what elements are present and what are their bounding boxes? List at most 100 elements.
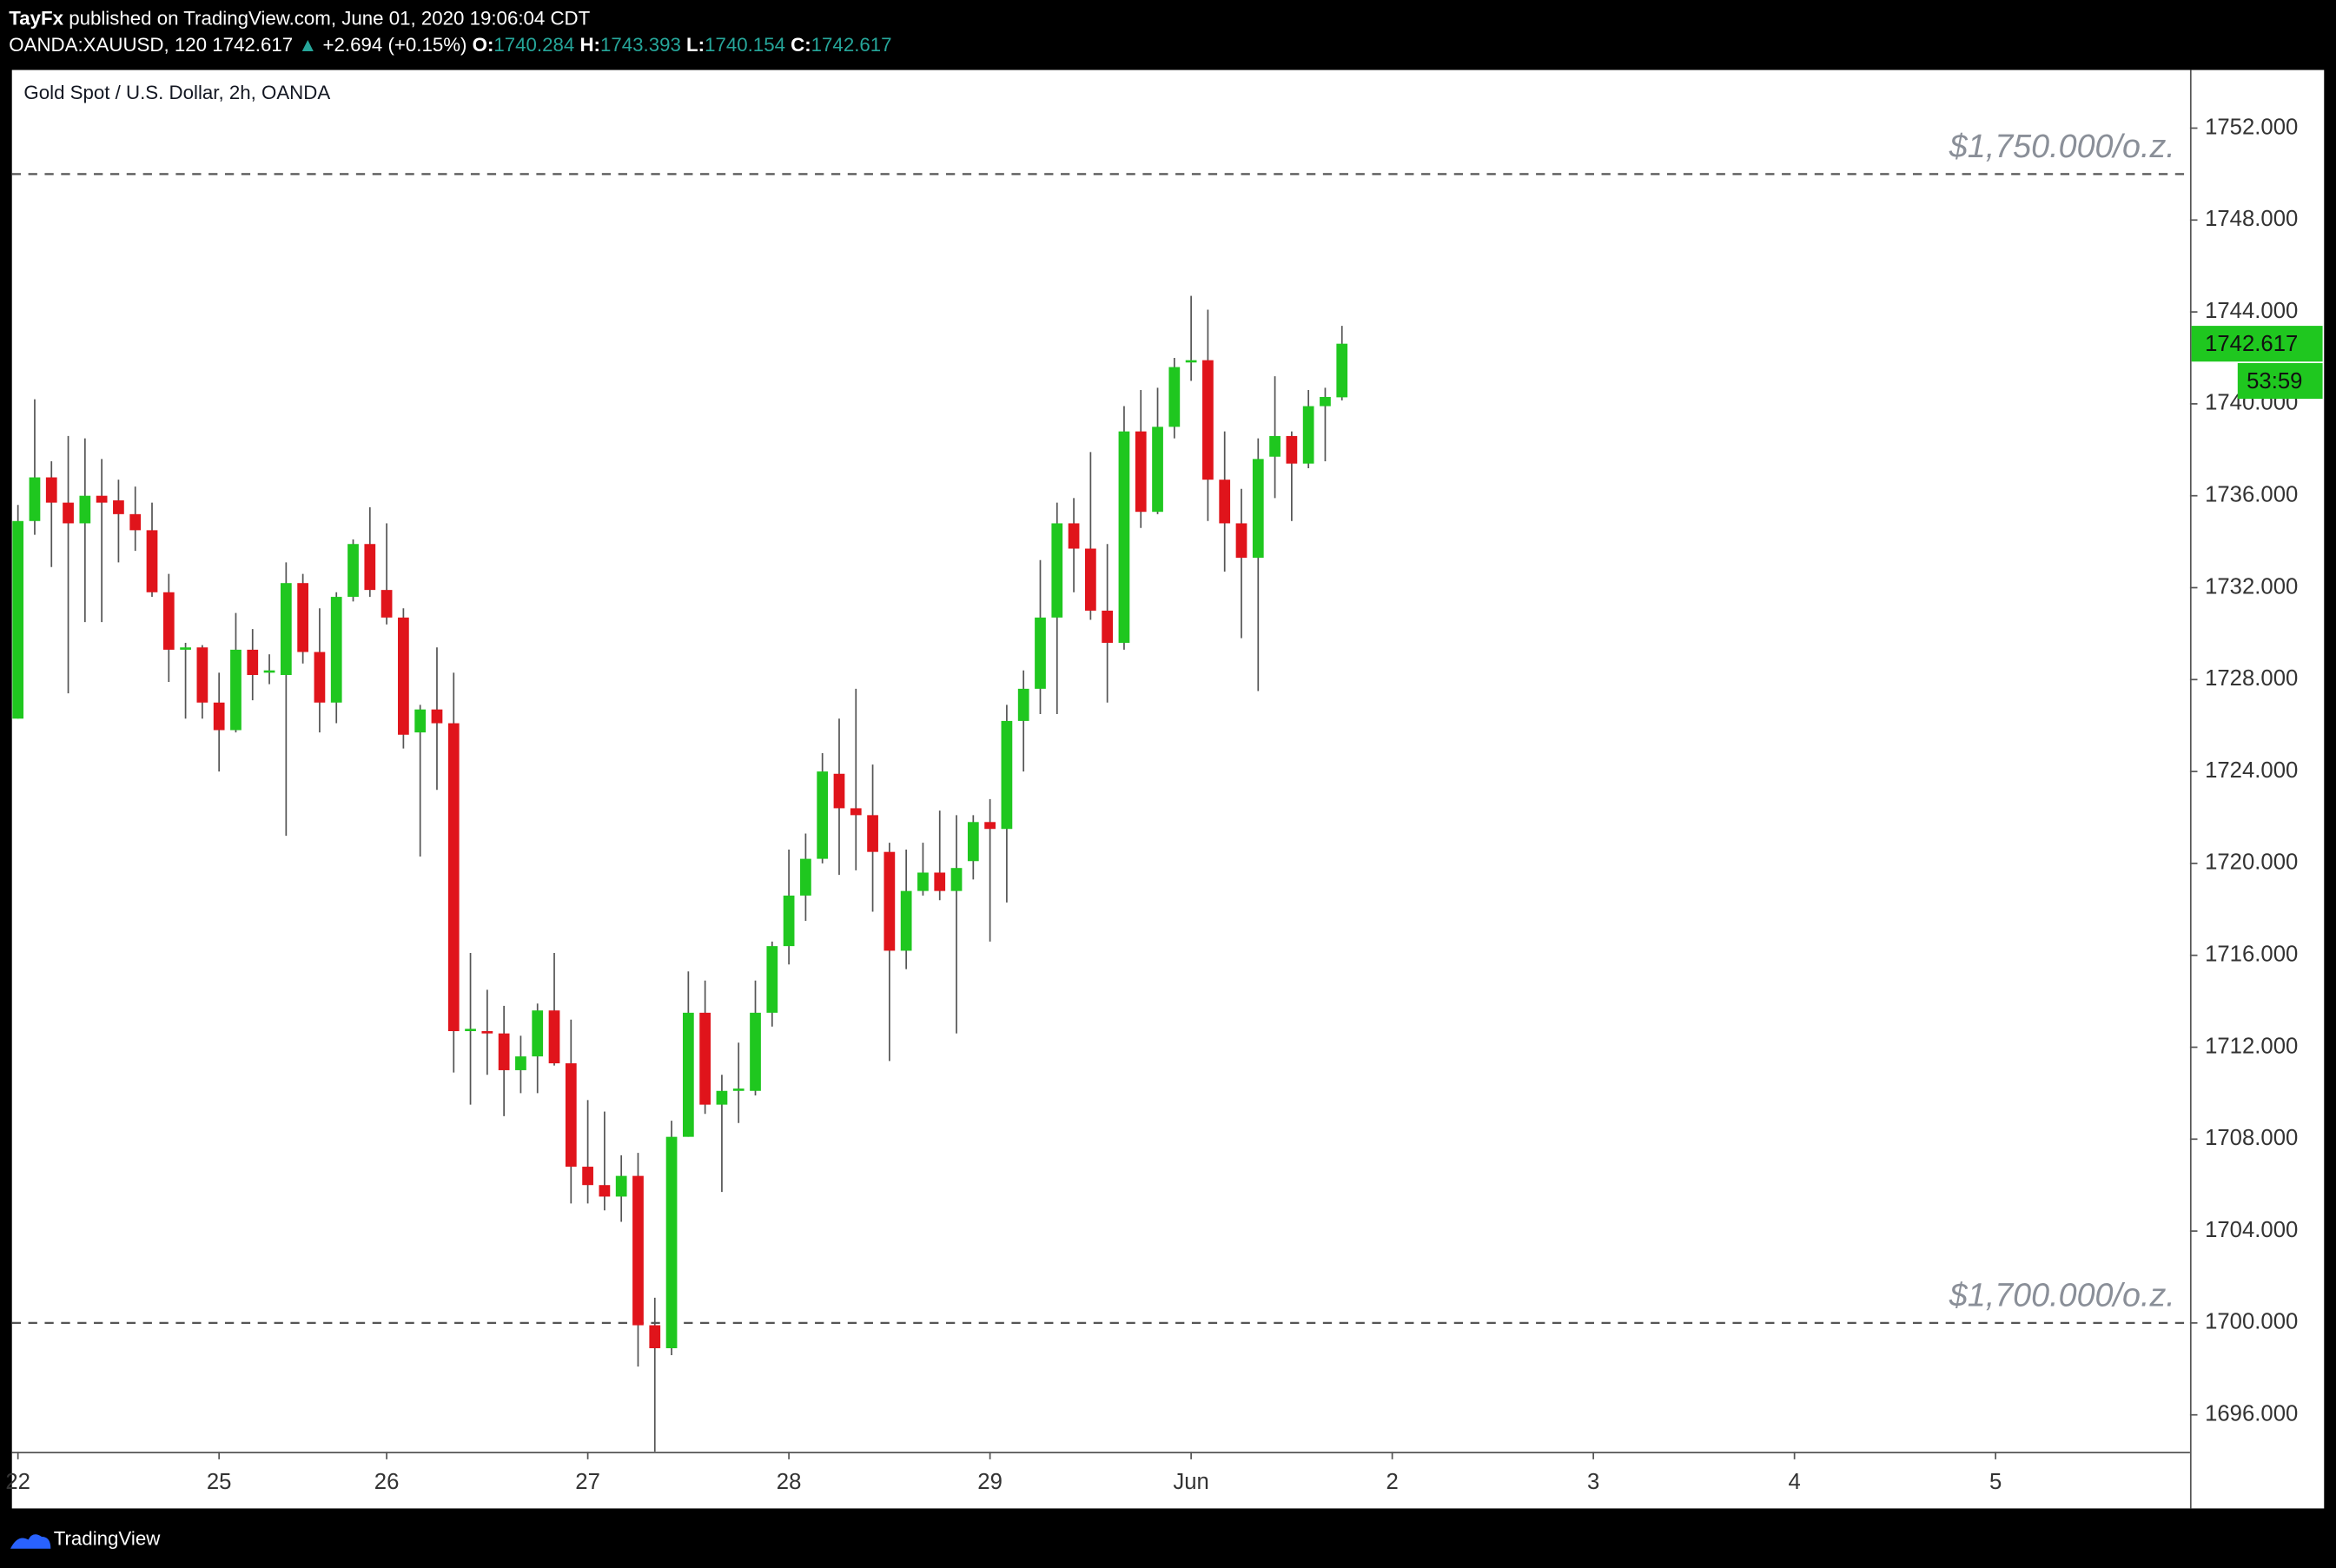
ohlc-label: H: — [579, 34, 600, 56]
candle-body — [96, 495, 108, 503]
level-label: $1,700.000/o.z. — [1949, 1277, 2175, 1313]
candle-body — [1085, 548, 1096, 611]
published: published on TradingView.com, June 01, 2… — [69, 7, 590, 29]
candle-body — [1068, 523, 1080, 549]
candle-body — [1336, 343, 1348, 398]
candle-body — [632, 1175, 644, 1326]
candle-body — [532, 1010, 544, 1057]
candle-body — [1035, 617, 1046, 689]
logo-icon — [10, 1534, 51, 1549]
ohlc-label: L: — [686, 34, 705, 56]
candle-body — [330, 597, 342, 703]
candle-body — [263, 670, 275, 673]
candle-body — [498, 1033, 510, 1070]
candle-body — [800, 858, 811, 896]
x-tick-label: 27 — [575, 1470, 600, 1494]
candle-body — [1235, 523, 1247, 559]
candle-body — [883, 851, 896, 951]
candle-body — [213, 702, 225, 731]
last-price-label: 1742.617 — [2205, 332, 2298, 356]
candle-body — [1001, 720, 1013, 830]
author: TayFx — [9, 7, 63, 29]
candle-body — [1302, 406, 1314, 464]
candle-body — [934, 872, 946, 891]
candle-body — [79, 495, 91, 524]
candle-body — [850, 808, 862, 816]
x-tick-label: 3 — [1587, 1470, 1599, 1494]
candle-body — [113, 500, 124, 514]
candle-body — [447, 723, 460, 1031]
candle-body — [398, 617, 409, 735]
candle-body — [682, 1012, 694, 1137]
candle-body — [280, 583, 292, 676]
chart-panel — [11, 69, 2325, 1509]
candle-body — [649, 1325, 661, 1349]
change: +2.694 (+0.15%) — [323, 34, 467, 56]
y-tick-label: 1736.000 — [2205, 482, 2298, 506]
candle-body — [63, 502, 74, 524]
candle-body — [247, 649, 259, 676]
candle-body — [817, 771, 829, 859]
candle-body — [297, 583, 308, 652]
candle-body — [45, 477, 57, 503]
ohlc-value: 1740.154 — [705, 34, 785, 56]
candle-body — [716, 1090, 728, 1105]
y-tick-label: 1696.000 — [2205, 1402, 2298, 1426]
candle-body — [1202, 360, 1214, 480]
candle-body — [162, 592, 175, 650]
candle-body — [129, 513, 142, 531]
chart-title: Gold Spot / U.S. Dollar, 2h, OANDA — [23, 82, 330, 103]
ohlc-value: 1743.393 — [600, 34, 681, 56]
candle-body — [699, 1012, 711, 1105]
candle-body — [314, 652, 326, 703]
candle-body — [732, 1088, 744, 1091]
y-tick-label: 1704.000 — [2205, 1218, 2298, 1242]
ohlc-value: 1742.617 — [811, 34, 892, 56]
candle-body — [548, 1010, 560, 1064]
candle-body — [515, 1056, 526, 1070]
x-tick-label: 29 — [977, 1470, 1003, 1494]
y-tick-label: 1744.000 — [2205, 299, 2298, 323]
candle-body — [917, 872, 929, 891]
candle-body — [1152, 427, 1163, 513]
candles — [12, 295, 1348, 1452]
candle-body — [984, 822, 996, 830]
candle-body — [381, 590, 393, 618]
y-tick-label: 1732.000 — [2205, 574, 2298, 599]
footer-text: TradingView — [54, 1527, 161, 1549]
last: 1742.617 — [212, 34, 293, 56]
candle-body — [950, 868, 963, 891]
candle-body — [783, 895, 795, 947]
ohlc-label: C: — [791, 34, 811, 56]
header-line-2: OANDA:XAUUSD, 120 1742.617 ▲ +2.694 (+0.… — [9, 34, 891, 56]
candle-body — [481, 1030, 493, 1034]
x-tick-label: 5 — [1989, 1470, 2002, 1494]
candle-body — [665, 1136, 678, 1349]
y-tick-label: 1716.000 — [2205, 943, 2298, 967]
candle-body — [582, 1167, 593, 1186]
candle-body — [750, 1012, 761, 1091]
candle-body — [347, 544, 359, 598]
footer-logo: TradingView — [10, 1527, 161, 1549]
candle-body — [1185, 360, 1197, 363]
candle-body — [196, 647, 208, 703]
y-tick-label: 1724.000 — [2205, 758, 2298, 783]
candle-body — [1286, 435, 1298, 464]
candle-body — [900, 890, 912, 951]
x-tick-label: 26 — [374, 1470, 400, 1494]
level-label: $1,750.000/o.z. — [1949, 128, 2175, 164]
candle-body — [833, 773, 845, 809]
y-tick-label: 1708.000 — [2205, 1126, 2298, 1150]
candle-body — [364, 544, 376, 591]
symbol: OANDA:XAUUSD, 120 — [9, 34, 207, 56]
candle-body — [1269, 435, 1280, 457]
candle-body — [766, 946, 778, 1013]
candle-body — [1118, 431, 1130, 643]
candle-body — [465, 1029, 476, 1031]
x-tick-label: 25 — [207, 1470, 232, 1494]
candle-body — [967, 822, 979, 862]
candle-body — [1219, 480, 1231, 524]
x-tick-label: 28 — [777, 1470, 802, 1494]
